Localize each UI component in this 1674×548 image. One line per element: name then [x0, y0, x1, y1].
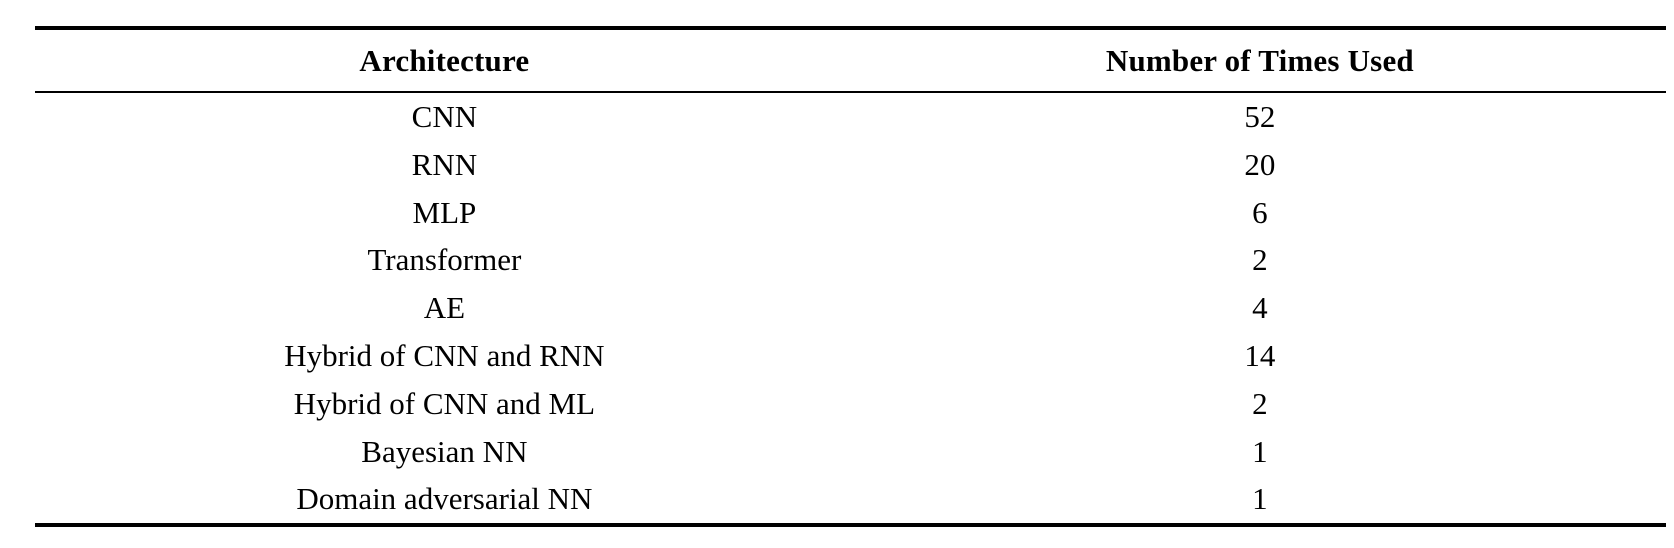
architecture-cell: Hybrid of CNN and RNN — [284, 337, 605, 373]
table-header-row: Architecture Number of Times Used — [35, 30, 1666, 91]
times-used-cell: 2 — [1252, 385, 1268, 421]
table-top-rule — [35, 26, 1666, 30]
table-bottom-rule — [35, 523, 1666, 528]
times-used-cell: 14 — [1244, 337, 1276, 373]
times-used-cell: 52 — [1244, 99, 1276, 134]
architecture-cell: MLP — [412, 194, 477, 230]
architecture-cell: Hybrid of CNN and ML — [293, 385, 596, 421]
times-used-cell: 1 — [1252, 433, 1268, 469]
table-row: Transformer 2 — [35, 236, 1666, 284]
table-row: MLP 6 — [35, 189, 1666, 237]
architecture-cell: AE — [423, 290, 466, 326]
table-body: CNN 52 RNN 20 MLP 6 Transformer 2 AE 4 Hybrid of C… — [35, 93, 1666, 523]
table-header-rule — [35, 91, 1666, 93]
times-used-cell: 6 — [1252, 194, 1268, 230]
table-row: Domain adversarial NN 1 — [35, 475, 1666, 523]
architecture-cell: CNN — [411, 99, 478, 134]
table-row: Bayesian NN 1 — [35, 428, 1666, 476]
architecture-cell: RNN — [411, 146, 478, 182]
times-used-cell: 1 — [1252, 481, 1268, 517]
table-row: Hybrid of CNN and RNN 14 — [35, 332, 1666, 380]
architecture-usage-table: Architecture Number of Times Used CNN 52 R… — [35, 26, 1666, 528]
times-used-cell: 4 — [1252, 290, 1268, 326]
architecture-cell: Transformer — [367, 242, 522, 278]
times-used-cell: 20 — [1244, 146, 1276, 182]
column-header-number-of-times-used: Number of Times Used — [1105, 43, 1414, 78]
architecture-cell: Domain adversarial NN — [296, 481, 593, 517]
table-row: RNN 20 — [35, 141, 1666, 189]
column-header-architecture: Architecture — [359, 43, 530, 78]
table-row: AE 4 — [35, 284, 1666, 332]
table-row: CNN 52 — [35, 93, 1666, 141]
times-used-cell: 2 — [1252, 242, 1268, 278]
architecture-cell: Bayesian NN — [361, 433, 528, 469]
table-row: Hybrid of CNN and ML 2 — [35, 380, 1666, 428]
